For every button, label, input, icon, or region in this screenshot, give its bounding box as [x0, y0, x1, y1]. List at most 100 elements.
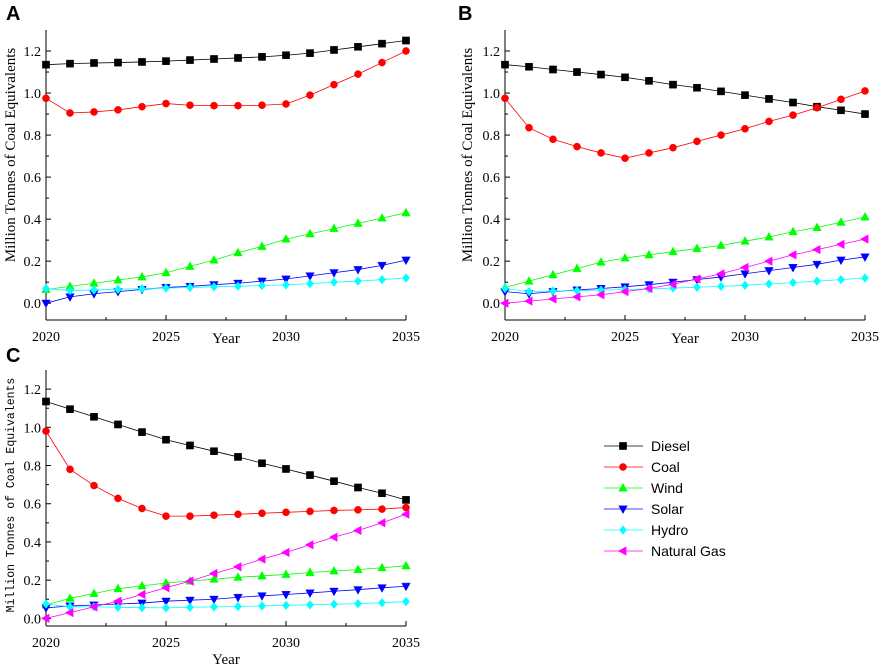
panel-b-point-coal	[573, 142, 581, 151]
panel-c-series-gas	[40, 509, 410, 623]
panel-c-point-solar	[401, 582, 411, 592]
panel-b-point-gas	[691, 274, 701, 284]
panel-a-xtick-label: 2025	[152, 330, 180, 345]
panel-b-point-coal	[837, 95, 845, 104]
panel-a-ytick-label: 0.8	[24, 129, 42, 144]
panel-b-point-diesel	[717, 87, 725, 96]
legend-entry-hydro: Hydro	[604, 522, 689, 538]
panel-b-point-coal	[549, 135, 557, 144]
panel-c-point-solar	[329, 587, 339, 597]
panel-c-point-wind	[89, 588, 99, 597]
panel-b-xlabel: Year	[671, 331, 699, 347]
panel-b-point-hydro	[813, 276, 821, 286]
panel-c-ytick-label: 0.4	[24, 536, 42, 551]
panel-b-point-diesel	[645, 77, 653, 85]
panel-a-line-wind	[45, 212, 407, 290]
panel-c-point-gas	[64, 607, 74, 618]
panel-a-point-hydro	[162, 283, 170, 293]
panel-c-point-wind	[65, 593, 75, 602]
panel-b-point-hydro	[861, 273, 869, 283]
panel-c-point-hydro	[138, 602, 146, 613]
panel-c-point-hydro	[210, 602, 218, 612]
panel-b-point-hydro	[525, 286, 533, 297]
panel-c-point-gas	[184, 576, 194, 586]
panel-c-point-hydro	[258, 601, 266, 611]
panel-a-point-coal	[138, 102, 146, 111]
panel-b-point-wind	[692, 243, 702, 252]
panel-c-point-solar	[161, 597, 171, 607]
panel-b-point-diesel	[741, 91, 749, 99]
panel-c-point-diesel	[114, 420, 122, 429]
panel-a-xtick-label: 2035	[392, 330, 420, 345]
panel-b-line-solar	[504, 256, 866, 295]
legend-label-diesel: Diesel	[651, 438, 690, 454]
panel-b-point-wind	[740, 236, 750, 245]
panel-c-series-wind	[41, 560, 411, 609]
panel-a-point-diesel	[258, 53, 266, 61]
panel-b-ytick-label: 0.4	[483, 213, 501, 228]
panel-c-point-diesel	[234, 453, 242, 461]
panel-b-point-gas	[547, 294, 557, 304]
panel-a-point-wind	[401, 207, 411, 217]
legend-entry-wind: Wind	[604, 480, 683, 496]
panel-c-point-wind	[329, 565, 339, 575]
panel-b-point-gas	[763, 256, 773, 266]
panel-b-ytick-label: 0.2	[483, 255, 501, 270]
panel-b-point-diesel	[501, 60, 509, 69]
panel-c-xtick-label: 2030	[272, 636, 300, 651]
panel-c-point-wind	[233, 572, 243, 581]
panel-b-point-gas	[523, 296, 533, 306]
panel-a-series-coal	[42, 47, 410, 117]
panel-b-point-hydro	[717, 281, 725, 292]
panel-a-point-coal	[210, 101, 218, 110]
panel-a-xtick-label: 2030	[272, 330, 300, 345]
panel-b-point-solar	[860, 253, 870, 262]
panel-c-point-solar	[281, 591, 291, 600]
panel-a-point-wind	[281, 234, 291, 243]
panel-a-point-diesel	[186, 56, 194, 64]
panel-b-point-wind	[812, 222, 822, 231]
panel-c-point-coal	[282, 508, 290, 517]
panel-c-point-coal	[306, 507, 314, 516]
panel-a-point-wind	[353, 218, 363, 227]
legend-label-wind: Wind	[651, 480, 683, 496]
panel-a-point-solar	[281, 275, 291, 285]
panel-a-point-wind	[305, 228, 315, 238]
legend-entry-gas: Natural Gas	[604, 543, 726, 559]
panel-b-line-coal	[504, 90, 866, 159]
panel-a-series-hydro	[42, 273, 410, 296]
panel-c-line-diesel	[45, 401, 407, 501]
panel-b-xtick-label: 2035	[851, 330, 879, 345]
panel-b-point-coal	[861, 87, 869, 95]
panel-c-point-hydro	[186, 602, 194, 612]
panel-c-point-diesel	[90, 413, 98, 421]
panel-b-series-diesel	[501, 60, 869, 118]
legend-entry-coal: Coal	[604, 459, 680, 475]
legend-marker-shape-gas	[617, 546, 627, 556]
panel-c-point-gas	[160, 583, 170, 593]
panel-b-ytick-label: 0.6	[483, 171, 501, 186]
panel-c-point-wind	[281, 569, 291, 578]
panel-b-plot: 0.0 0.2 0.4 0.6 0.8 1.0 1.2 2020 2025 2030 2035	[483, 30, 879, 345]
panel-c-point-coal	[66, 465, 74, 474]
panel-a-point-solar	[377, 261, 387, 271]
panel-c-point-hydro	[234, 601, 242, 612]
panel-b-point-gas	[499, 298, 509, 308]
panel-c-point-gas	[256, 554, 266, 564]
panel-c-point-wind	[305, 567, 315, 576]
panel-a-point-diesel	[90, 59, 98, 67]
panel-a-letter: A	[6, 3, 20, 25]
legend-entry-diesel: Diesel	[604, 438, 690, 454]
panel-c-point-coal	[42, 427, 50, 435]
panel-b-point-gas	[787, 250, 797, 260]
panel-c-point-diesel	[42, 397, 50, 406]
panel-a-point-diesel	[378, 39, 386, 48]
panel-a-point-solar	[329, 269, 339, 278]
panel-a-point-hydro	[282, 280, 290, 290]
panel-a-point-coal	[234, 101, 242, 110]
legend-label-solar: Solar	[651, 501, 684, 517]
panel-a-point-wind	[161, 267, 171, 277]
